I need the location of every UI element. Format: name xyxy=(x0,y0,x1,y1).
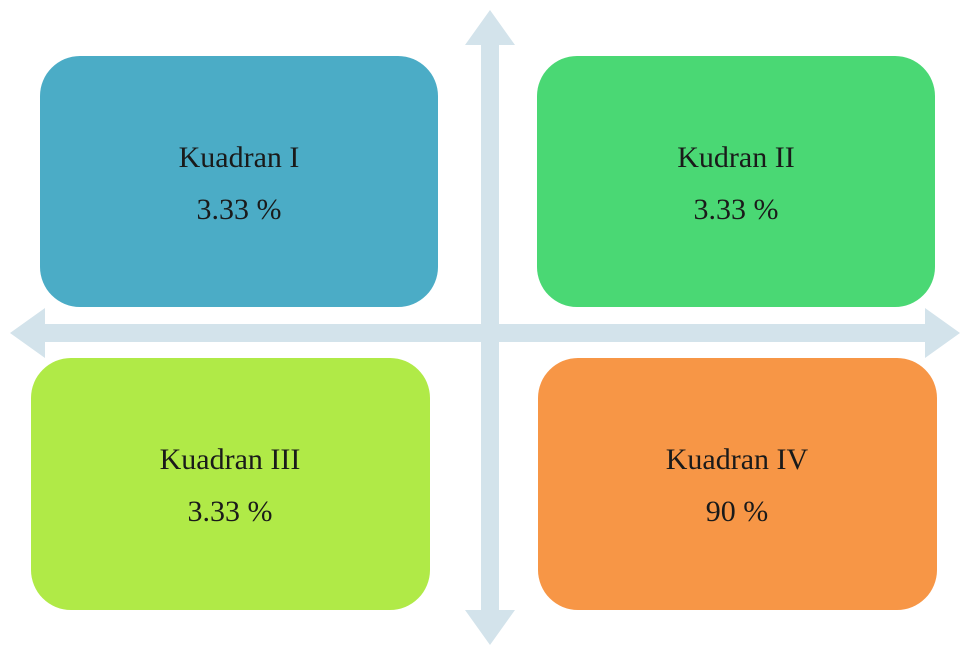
horizontal-arrow xyxy=(10,308,960,358)
quadrant-label: Kuadran IV xyxy=(666,443,809,476)
quadrant-box xyxy=(40,56,438,307)
quadrant-value: 3.33 % xyxy=(694,193,779,226)
quadrant-value: 3.33 % xyxy=(197,193,282,226)
quadrant-box xyxy=(31,358,430,610)
quadrant-box xyxy=(537,56,935,307)
quadrant-value: 90 % xyxy=(706,495,769,528)
quadrant-value: 3.33 % xyxy=(188,495,273,528)
quadrant-label: Kuadran III xyxy=(160,443,301,476)
quadrant-label: Kuadran I xyxy=(179,141,300,174)
quadrant-label: Kudran II xyxy=(677,141,794,174)
quadrant-box xyxy=(538,358,937,610)
